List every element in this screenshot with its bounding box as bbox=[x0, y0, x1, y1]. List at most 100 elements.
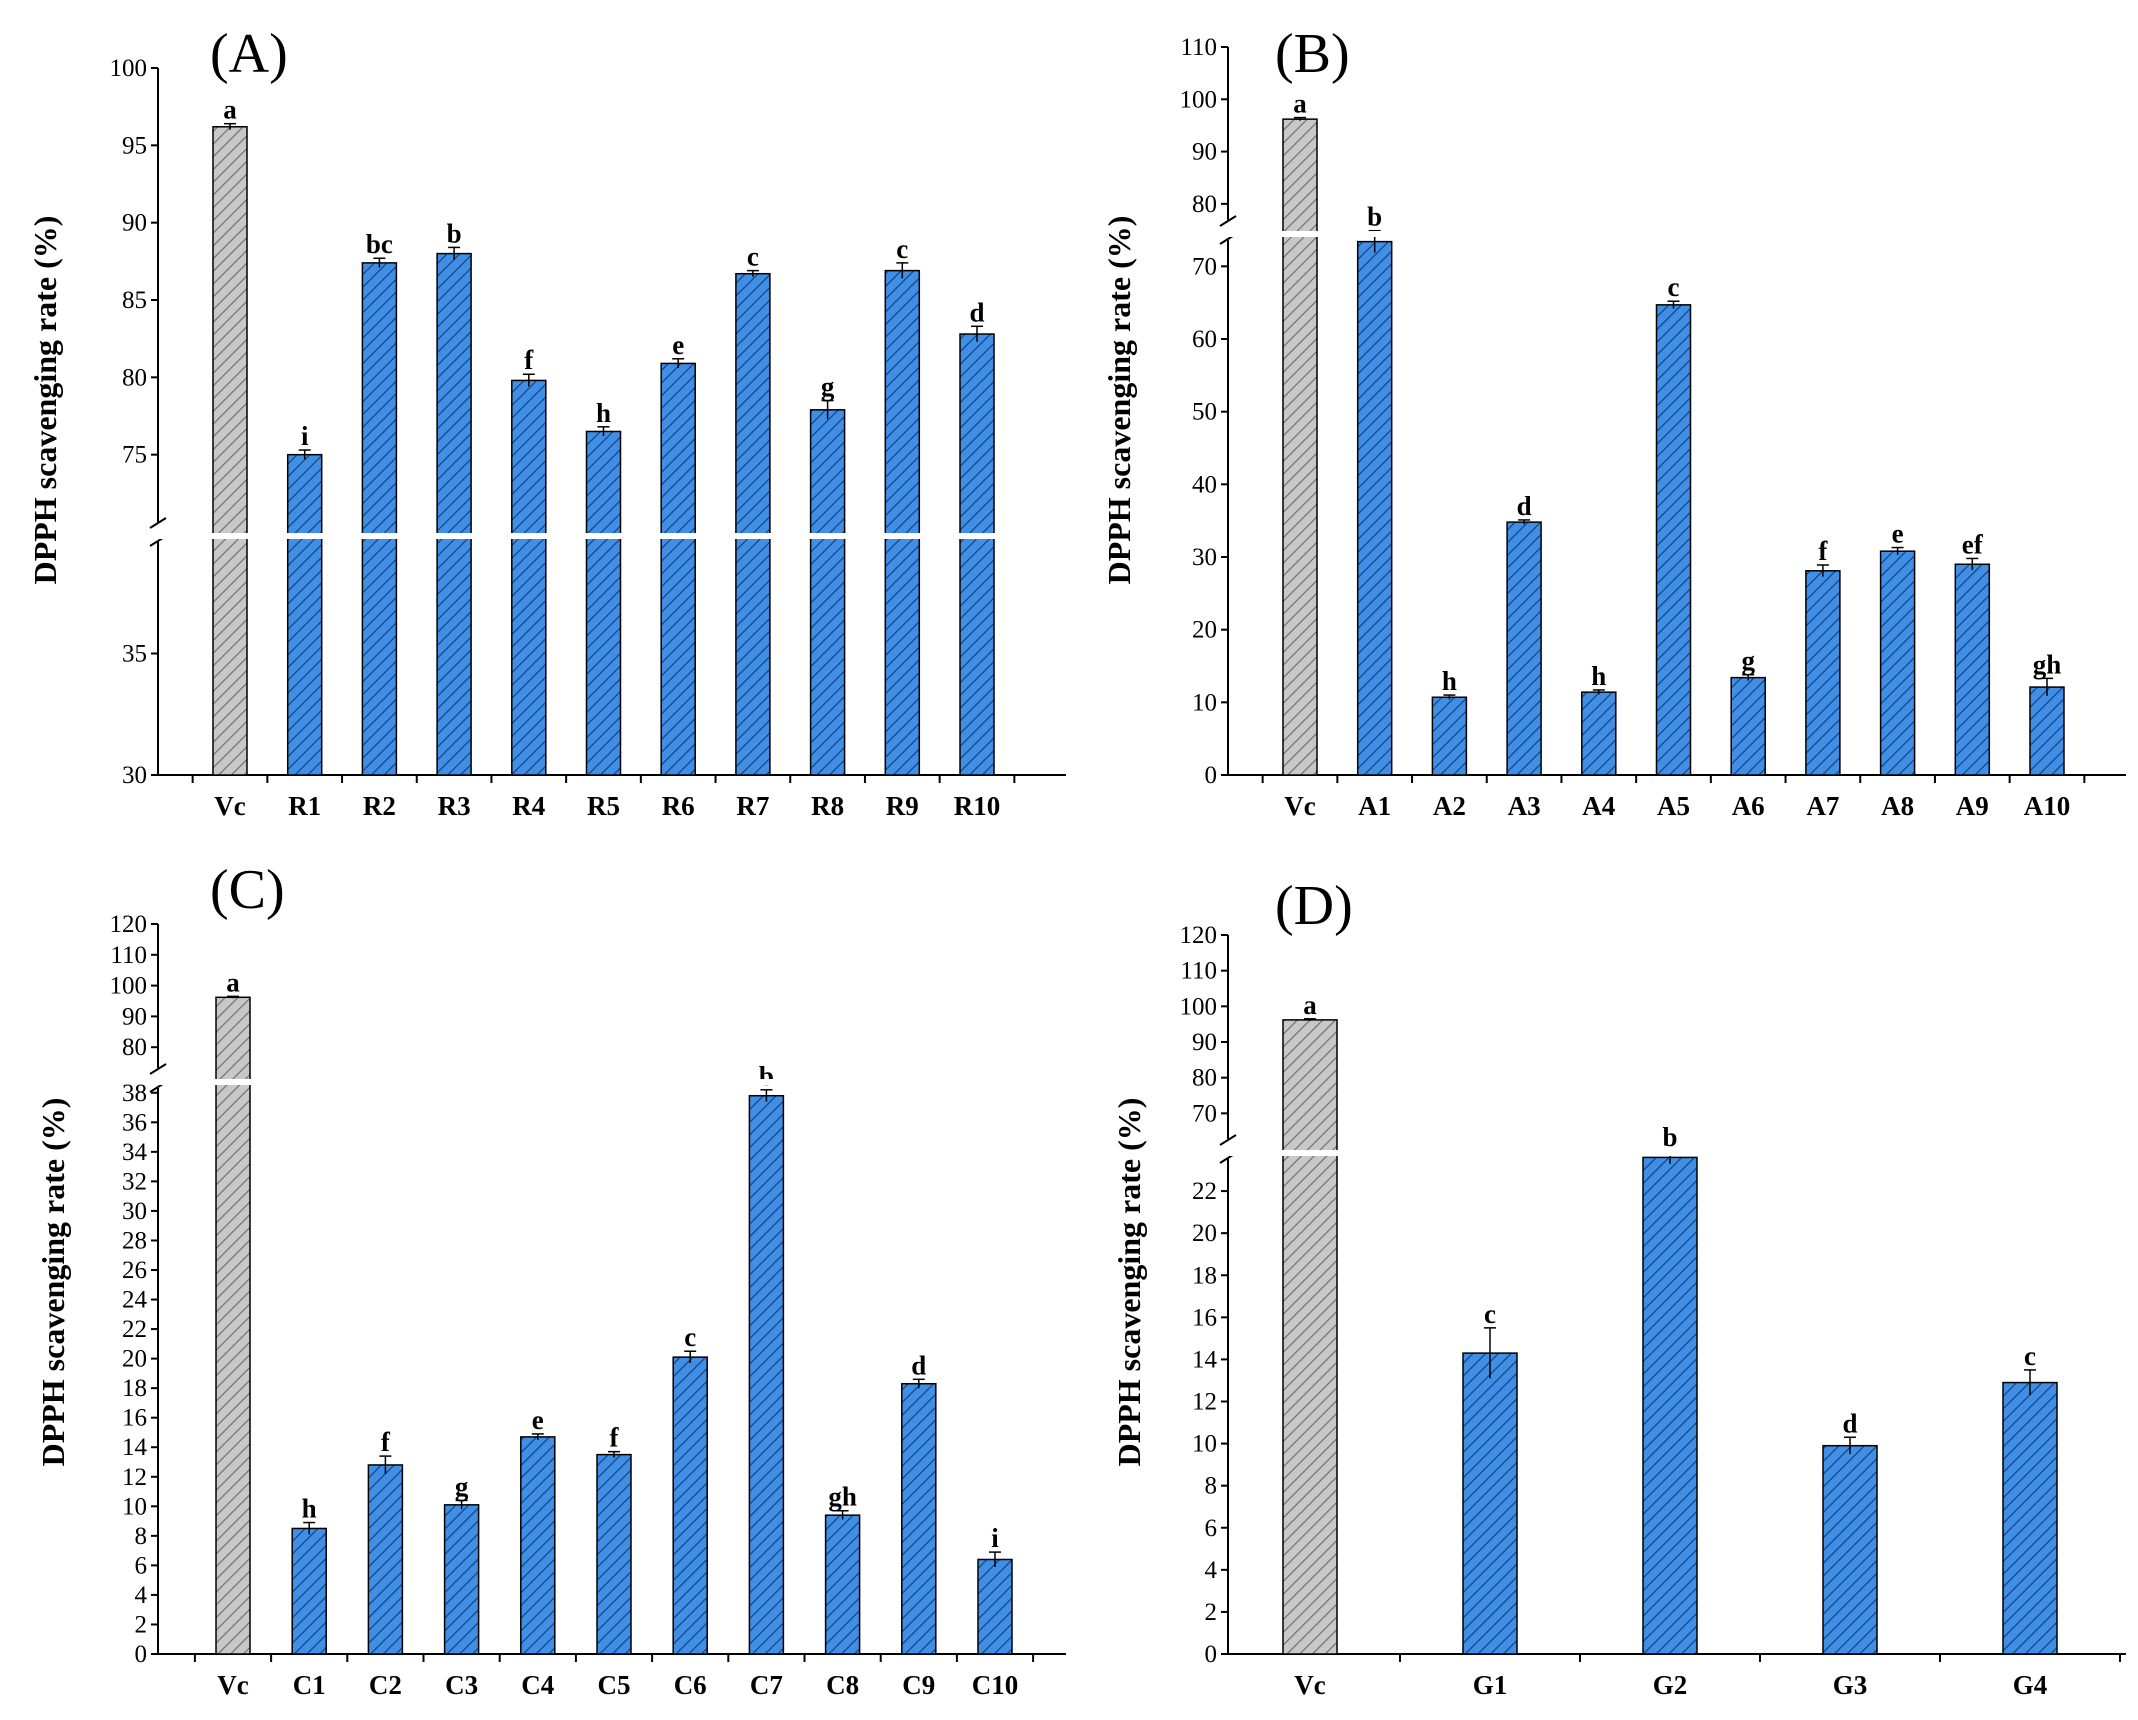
panel-c-bar-c2 bbox=[367, 1464, 404, 1655]
panel-a-bar-r1 bbox=[286, 453, 323, 776]
panel-d-category-label: G3 bbox=[1833, 1670, 1868, 1700]
panel-b-significance-letter: g bbox=[1741, 646, 1755, 676]
panel-c-category-label: C10 bbox=[972, 1670, 1019, 1700]
panel-b-category-label: A4 bbox=[1582, 791, 1615, 821]
panel-c-y-tick-label: 24 bbox=[122, 1287, 148, 1314]
panel-b-bar-a6 bbox=[1730, 676, 1766, 776]
panel-a-y-axis-label: DPPH scavenging rate (%) bbox=[27, 216, 63, 585]
panel-c-y-tick-label: 14 bbox=[122, 1434, 148, 1461]
panel-c-bar-c7 bbox=[748, 1094, 785, 1655]
panel-d-y-tick-label: 8 bbox=[1205, 1473, 1218, 1500]
panel-d-y-tick-label: 6 bbox=[1205, 1515, 1218, 1542]
panel-c-y-tick-label: 6 bbox=[135, 1552, 148, 1579]
panel-b-axis-break-mark bbox=[1219, 215, 1237, 227]
panel-a-bar-vc bbox=[212, 126, 248, 776]
panel-c-significance-letter: f bbox=[610, 1423, 620, 1453]
panel-a-bar-r5 bbox=[585, 430, 622, 776]
panel-c-significance-letter: c bbox=[684, 1322, 696, 1352]
panel-b-y-tick-label: 90 bbox=[1192, 139, 1217, 166]
panel-b-category-label: A3 bbox=[1508, 791, 1541, 821]
panel-a-significance-letter: g bbox=[821, 372, 835, 402]
panel-c-category-label: C3 bbox=[445, 1670, 478, 1700]
panel-d-y-tick-label: 0 bbox=[1205, 1641, 1218, 1668]
panel-c-y-tick-label: 22 bbox=[122, 1316, 147, 1343]
panel-c-category-label: C1 bbox=[293, 1670, 326, 1700]
panel-a-y-tick-label: 80 bbox=[122, 364, 147, 391]
panel-d-category-label: G4 bbox=[2013, 1670, 2048, 1700]
panel-d-category-label: G2 bbox=[1653, 1670, 1688, 1700]
panel-d-significance-letter: d bbox=[1842, 1408, 1857, 1438]
panel-c-plot: 0246810121416182022242628303234363880901… bbox=[110, 911, 1068, 1700]
panel-c-significance-letter: f bbox=[381, 1427, 391, 1457]
panel-c-category-label: C6 bbox=[674, 1670, 707, 1700]
panel-c-label: (C) bbox=[210, 859, 285, 921]
panel-c-y-tick-label: 8 bbox=[135, 1523, 148, 1550]
panel-b-significance-letter: f bbox=[1818, 536, 1828, 566]
panel-a-category-label: R1 bbox=[288, 791, 321, 821]
panel-c-significance-letter: a bbox=[226, 967, 240, 997]
panel-c-y-tick-label: 38 bbox=[122, 1080, 147, 1107]
panel-a-category-label: R8 bbox=[811, 791, 844, 821]
panel-c-bar-c9 bbox=[901, 1382, 937, 1655]
panel-c-category-label: C4 bbox=[521, 1670, 554, 1700]
panel-b-significance-letter: a bbox=[1293, 89, 1307, 119]
panel-c-y-tick-label: 10 bbox=[122, 1493, 147, 1520]
panel-c-y-tick-label: 4 bbox=[135, 1582, 148, 1609]
panel-a-category-label: R6 bbox=[662, 791, 695, 821]
panel-a-significance-letter: c bbox=[896, 234, 908, 264]
panel-b-bar-a8 bbox=[1879, 550, 1916, 776]
panel-b: (B) DPPH scavenging rate (%) 0 10 20 30 40 50… bbox=[1101, 23, 2128, 821]
panel-d-significance-letter: c bbox=[1484, 1299, 1496, 1329]
panel-b-category-label: A1 bbox=[1358, 791, 1391, 821]
panel-b-y-axis-label: DPPH scavenging rate (%) bbox=[1101, 216, 1137, 585]
panel-c-y-tick-label: 34 bbox=[122, 1139, 148, 1166]
panel-d-category-label: G1 bbox=[1473, 1670, 1508, 1700]
panel-b-bar-a3 bbox=[1506, 521, 1542, 776]
panel-a-significance-letter: e bbox=[672, 330, 684, 360]
panel-d-significance-letter: c bbox=[2024, 1341, 2036, 1371]
panel-c-significance-letter: i bbox=[991, 1523, 999, 1553]
panel-c-category-label: C5 bbox=[598, 1670, 631, 1700]
panel-a-bar-r9 bbox=[884, 269, 921, 776]
panel-b-bar-a9 bbox=[1954, 563, 1991, 776]
panel-c-y-tick-label: 110 bbox=[110, 942, 147, 969]
panel-a-category-label: R7 bbox=[736, 791, 769, 821]
panel-d-category-label: Vc bbox=[1294, 1670, 1325, 1700]
panel-d-y-tick-label: 12 bbox=[1192, 1389, 1217, 1416]
panel-c-category-label: C2 bbox=[369, 1670, 402, 1700]
panel-c-category-label: C9 bbox=[902, 1670, 935, 1700]
panel-b-y-tick-label: 60 bbox=[1192, 326, 1217, 353]
panel-b-y-tick-label: 10 bbox=[1192, 689, 1217, 716]
panel-d-y-tick-label: 70 bbox=[1192, 1100, 1217, 1127]
panel-d: (D) DPPH scavenging rate (%) 0 2 4 6 8 10 12 14… bbox=[1111, 875, 2128, 1700]
panel-d-y-tick-label: 20 bbox=[1192, 1220, 1217, 1247]
panel-a-y-tick-label: 75 bbox=[122, 442, 147, 469]
panel-b-y-tick-label: 50 bbox=[1192, 399, 1217, 426]
panel-b-bar-a7 bbox=[1805, 570, 1841, 776]
panel-b-bar-a5 bbox=[1655, 304, 1692, 776]
panel-a-significance-letter: b bbox=[447, 218, 462, 248]
panel-c-y-tick-label: 32 bbox=[122, 1168, 147, 1195]
panel-d-y-tick-label: 2 bbox=[1205, 1599, 1218, 1626]
panel-b-bar-vc bbox=[1282, 118, 1318, 776]
panel-d-y-tick-label: 90 bbox=[1192, 1029, 1217, 1056]
panel-b-significance-letter: h bbox=[1591, 661, 1606, 691]
panel-d-y-tick-label: 10 bbox=[1192, 1431, 1217, 1458]
panel-b-category-label: A7 bbox=[1806, 791, 1839, 821]
panel-a-significance-letter: d bbox=[969, 297, 984, 327]
panel-d-axis-break-mark bbox=[1219, 1134, 1237, 1146]
panel-b-category-label: A10 bbox=[2024, 791, 2071, 821]
panel-a-label: (A) bbox=[210, 23, 288, 85]
panel-c-y-tick-label: 18 bbox=[122, 1375, 147, 1402]
panel-c-significance-letter: d bbox=[911, 1350, 926, 1380]
panel-a-y-tick-label: 90 bbox=[122, 210, 147, 237]
panel-a-bar-r3 bbox=[436, 252, 472, 776]
panel-d-axis-break-band bbox=[1226, 1150, 2128, 1156]
panel-c-significance-letter: b bbox=[759, 1061, 774, 1091]
panel-c-y-tick-label: 100 bbox=[110, 973, 148, 1000]
panel-a-category-label: Vc bbox=[214, 791, 245, 821]
panel-c-y-tick-label: 16 bbox=[122, 1405, 147, 1432]
panel-c-y-tick-label: 2 bbox=[135, 1611, 148, 1638]
